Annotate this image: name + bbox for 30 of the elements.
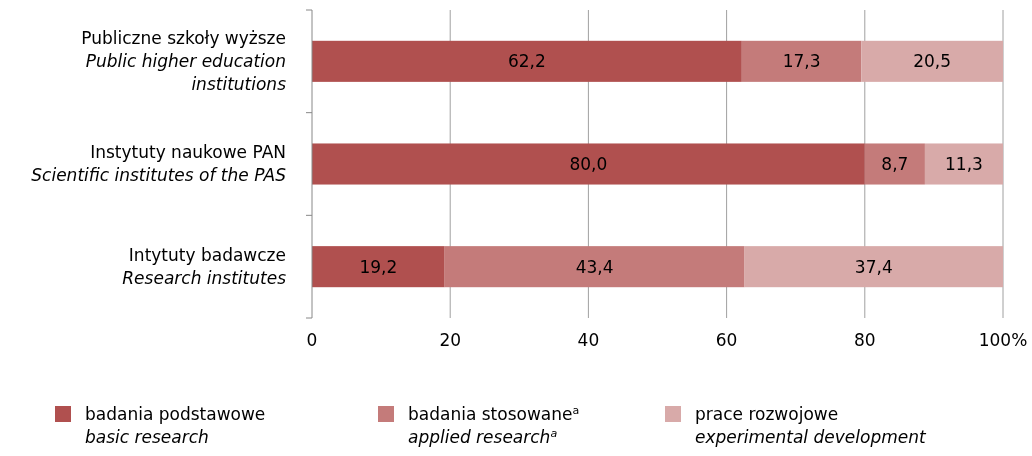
data-label: 20,5 bbox=[913, 51, 952, 72]
data-label: 8,7 bbox=[881, 153, 909, 174]
y-tick-label: Intytuty badawcze Research institutes bbox=[122, 245, 287, 289]
bar bbox=[312, 143, 865, 185]
data-label: 37,4 bbox=[854, 256, 893, 277]
x-tick-label: 0 bbox=[306, 330, 318, 350]
legend-label: badania podstawowe basic research bbox=[85, 404, 266, 447]
x-tick-label: 60 bbox=[715, 330, 738, 350]
data-label: 19,2 bbox=[359, 256, 398, 277]
bar bbox=[444, 246, 745, 288]
x-tick-label: 100% bbox=[978, 330, 1028, 350]
bar bbox=[312, 246, 445, 288]
text: badania stosowane$^{a}$ applied research$^{a}$ bbox=[408, 403, 580, 447]
data-label: 43,4 bbox=[575, 256, 614, 277]
bar bbox=[924, 143, 1003, 185]
x-tick-label: 80 bbox=[853, 330, 876, 350]
bar bbox=[312, 40, 742, 82]
y-tick-label: Instytuty naukowe PAN Scientific institutes of the PAS bbox=[31, 142, 287, 186]
bar bbox=[741, 40, 862, 82]
bar bbox=[864, 143, 925, 185]
y-tick-label: Publiczne szkoły wyższe Public higher education institutions bbox=[81, 28, 287, 95]
bar bbox=[744, 246, 1003, 288]
bar bbox=[861, 40, 1003, 82]
x-tick-label: 20 bbox=[439, 330, 462, 350]
data-label: 62,2 bbox=[507, 51, 546, 72]
data-label: 80,0 bbox=[569, 153, 608, 174]
legend-label: prace rozwojowe experimental development bbox=[695, 404, 927, 447]
data-label: 11,3 bbox=[945, 153, 983, 174]
x-tick-label: 40 bbox=[577, 330, 600, 350]
data-label: 17,3 bbox=[782, 51, 821, 72]
